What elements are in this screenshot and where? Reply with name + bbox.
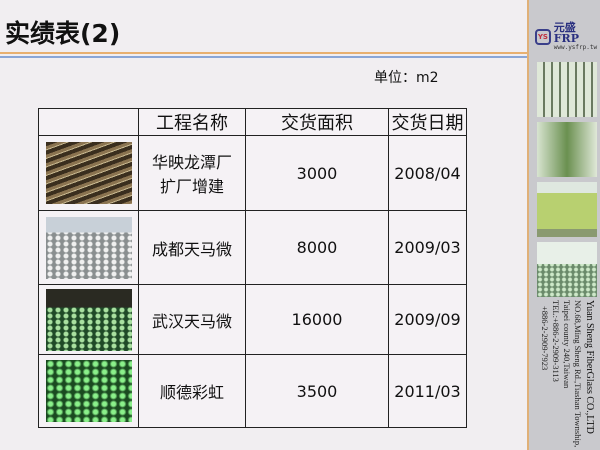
blue-divider xyxy=(0,56,527,58)
project-name: 顺德彩虹 xyxy=(138,354,246,428)
project-name: 华映龙潭厂 扩厂增建 xyxy=(138,135,246,211)
sidebar-photo-structure xyxy=(537,62,597,117)
header-area: 交货面积 xyxy=(245,108,389,136)
company-address: Yuan Sheng FiberGlass CO.,LTD NO.68,Ming… xyxy=(539,300,596,448)
sidebar-photo-pipes xyxy=(537,122,597,177)
table-header: 工程名称 交货面积 交货日期 xyxy=(38,108,467,136)
unit-label: 单位：m2 xyxy=(374,70,439,86)
green-perforated-floor-photo xyxy=(45,288,132,351)
date-cell: 2009/09 xyxy=(388,284,467,355)
address-line: TEL:+886-2-2909-3113 xyxy=(551,300,561,382)
header-project: 工程名称 xyxy=(138,108,246,136)
name-line: 扩厂增建 xyxy=(159,177,224,196)
company-logo: YS 元盛FRP www.ysfrp.tw xyxy=(535,22,600,51)
factory-interior-photo xyxy=(45,142,132,204)
name-line: 华映龙潭厂 xyxy=(151,153,232,172)
table-row: 顺德彩虹 3500 2011/03 xyxy=(38,354,467,428)
slide-title: 实绩表(2) xyxy=(5,19,121,48)
performance-table: 工程名称 交货面积 交货日期 华映龙潭厂扩厂增建 3000 2008/04 成都… xyxy=(38,108,467,428)
date-cell: 2008/04 xyxy=(388,135,467,211)
green-grating-floor-photo xyxy=(45,360,132,422)
brand-name: 元盛FRP xyxy=(553,21,579,45)
sidebar: YS 元盛FRP www.ysfrp.tw Yuan Sheng FiberGl… xyxy=(527,0,600,450)
header-photo xyxy=(38,108,139,136)
table-row: 华映龙潭厂扩厂增建 3000 2008/04 xyxy=(38,135,467,211)
address-line: Yuan Sheng FiberGlass CO.,LTD xyxy=(584,300,595,434)
area-cell: 8000 xyxy=(245,210,389,285)
header-date: 交货日期 xyxy=(388,108,467,136)
date-cell: 2011/03 xyxy=(388,354,467,428)
sidebar-photo-floor xyxy=(537,242,597,297)
sidebar-photo-tanks xyxy=(537,182,597,237)
address-line: Taipei county 240,Taiwan xyxy=(562,300,572,389)
table-row: 成都天马微 8000 2009/03 xyxy=(38,210,467,285)
project-name: 成都天马微 xyxy=(138,210,246,285)
area-cell: 3500 xyxy=(245,354,389,428)
table-row: 武汉天马微 16000 2009/09 xyxy=(38,284,467,355)
area-cell: 3000 xyxy=(245,135,389,211)
area-cell: 16000 xyxy=(245,284,389,355)
ys-logo-icon: YS xyxy=(535,28,551,45)
project-name: 武汉天马微 xyxy=(138,284,246,355)
address-line: +886-2-2909-7923 xyxy=(540,306,550,371)
orange-divider xyxy=(0,52,527,54)
date-cell: 2009/03 xyxy=(388,210,467,285)
website-url: www.ysfrp.tw xyxy=(553,44,598,51)
cleanroom-floor-construction-photo xyxy=(45,216,132,279)
address-line: NO.68,Ming Sheng Rd.,Tiashan Township, xyxy=(573,300,583,448)
